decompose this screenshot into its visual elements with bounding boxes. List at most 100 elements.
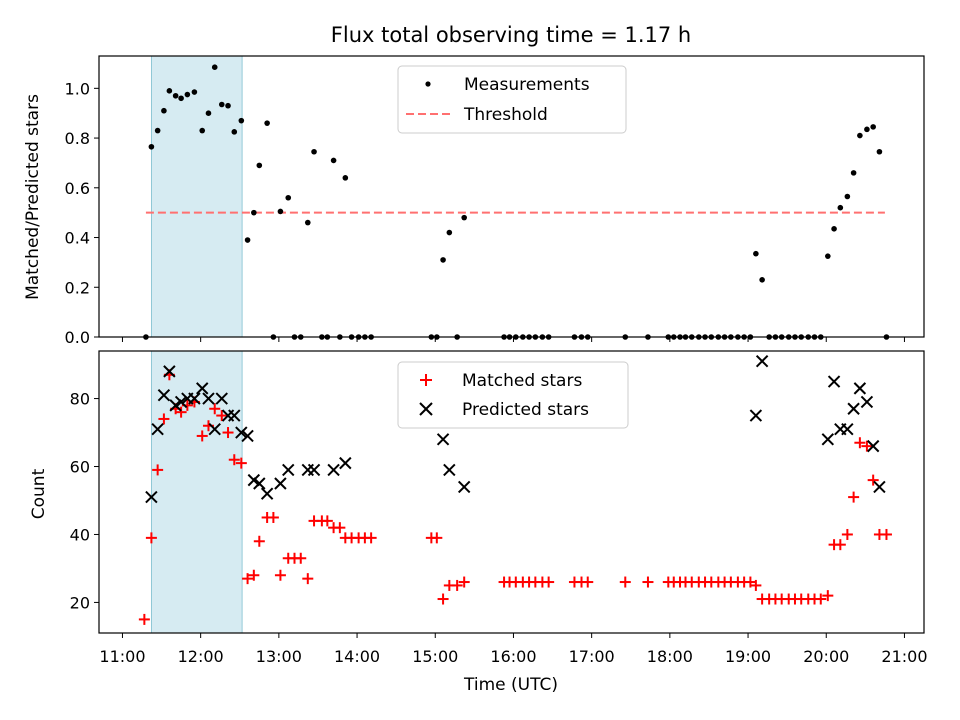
measurement-point [825,253,831,259]
matched-star-point [222,427,234,439]
measurement-point [311,148,317,155]
counts-panel-frame [98,350,925,634]
predicted-star-point [301,463,314,477]
x-tick-label: 14:00 [334,647,380,666]
counts-y-axis-label: Count [29,468,49,519]
matched-star-point [437,593,449,605]
x-tick-label: 16:00 [490,647,536,666]
y-tick-label: 0.4 [65,229,90,248]
measurement-point [256,162,263,169]
matched-star-point [848,491,860,503]
predicted-star-point [282,463,295,477]
y-tick-label: 60 [70,458,90,477]
ratio-legend: Measurements Threshold [397,65,627,134]
measurement-point [277,208,284,215]
measurement-point [205,110,212,116]
predicted-star-point [841,422,854,436]
predicted-star-point [274,477,287,490]
measurement-point [225,102,231,109]
matched-star-point [642,576,654,588]
ratio-legend-box [397,65,627,134]
predicted-star-point [339,456,352,470]
measurement-point [199,127,206,134]
matched-star-point [216,410,228,422]
counts-legend: Matched stars Predicted stars [397,361,629,429]
measurement-point [172,92,179,99]
matched-star-point [228,454,240,466]
x-tick-label: 12:00 [178,647,224,666]
y-tick-label: 1.0 [65,79,90,98]
matched-star-point [582,576,594,588]
measurement-point [759,277,765,283]
measurement-point [850,170,857,176]
legend-matched: Matched stars [462,371,582,391]
measurement-point [870,124,876,130]
y-tick-label: 0.8 [65,129,90,148]
measurement-point [446,229,453,236]
ratio-panel: 0.0 0.2 0.4 0.6 0.8 1.0 Matched/Predicted sta… [23,55,925,347]
matched-star-point [321,515,333,527]
x-tick-label: 17:00 [569,647,615,666]
measurement-point [831,226,837,232]
measurement-point [330,157,337,164]
predicted-star-point [821,433,835,446]
predicted-star-point [228,409,241,422]
matched-star-point [138,613,150,625]
predicted-star-point [208,422,221,436]
measurement-point [218,101,225,108]
predicted-star-point [188,392,201,405]
measurement-point [154,127,161,134]
matched-star-point [209,403,221,415]
measurement-point [857,132,863,139]
y-tick-label: 0.6 [65,179,90,198]
matched-star-point [750,579,762,591]
legend-measurements: Measurements [464,75,590,95]
legend-predicted-marker [419,402,433,416]
measurement-point [461,214,467,221]
predicted-star-point [202,392,215,405]
matched-star-point [451,579,463,591]
matched-star-point [619,576,631,588]
measurement-point [844,193,851,200]
matched-star-point [152,464,164,476]
matched-star-point [196,430,208,442]
counts-legend-box [397,361,629,429]
counts-panel: 20 40 60 80 11:00 12:00 13:00 14:00 15:00 16:00 1… [29,350,928,695]
measurement-point [342,175,349,181]
x-tick-label: 18:00 [647,647,693,666]
predicted-star-point [145,490,158,504]
matched-star-point [431,532,443,544]
predicted-star-point [253,477,266,490]
shaded-interval-top [150,55,243,338]
y-tick-label: 0.0 [65,328,90,347]
measurement-point [753,250,759,257]
measurement-point [251,209,257,216]
matched-star-point [867,474,879,486]
predicted-star-point [307,463,321,477]
measurement-point [191,89,198,95]
y-tick-label: 40 [70,525,90,544]
matched-star-point [458,576,470,588]
matched-star-point [158,413,170,425]
matched-star-point [815,593,827,605]
measurement-point [440,257,446,263]
matched-star-point [822,590,834,602]
predicted-star-point [247,473,261,487]
x-axis-label: Time (UTC) [463,675,558,695]
predicted-star-point [443,463,456,477]
predicted-star-point [151,422,164,436]
measurement-point [304,219,311,226]
y-tick-label: 80 [70,390,90,409]
measurement-point [178,95,184,102]
measurement-point [231,129,238,135]
ratio-y-axis-label: Matched/Predicted stars [23,94,43,300]
predicted-star-point [436,433,450,446]
x-tick-label: 11:00 [99,647,145,666]
predicted-star-point [827,375,841,388]
matched-star-point [880,528,892,540]
predicted-star-point [755,354,769,368]
measurement-point [837,204,844,211]
predicted-star-point [853,382,867,395]
measurement-point [211,64,218,70]
